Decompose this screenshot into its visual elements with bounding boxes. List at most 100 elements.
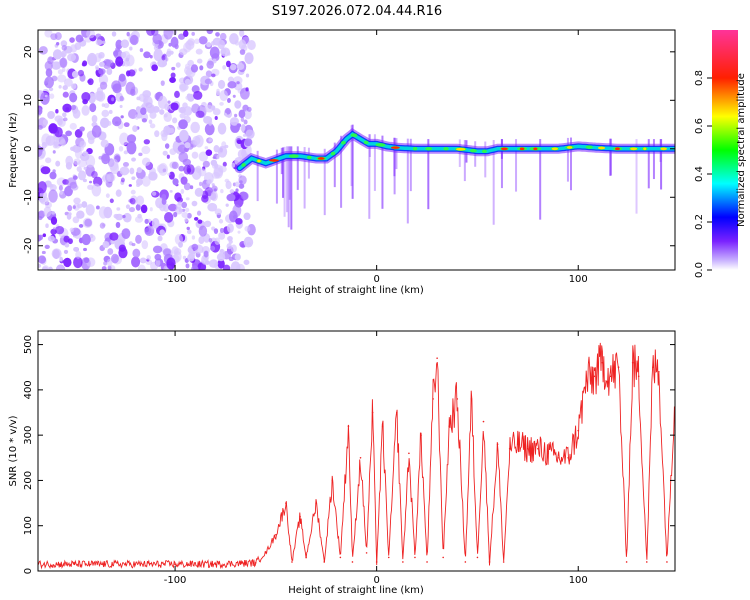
x-tick-label: 100 xyxy=(569,575,588,586)
noise-speckle xyxy=(38,145,43,157)
noise-speckle xyxy=(170,72,176,79)
noise-speckle xyxy=(186,226,190,231)
noise-speckle xyxy=(141,145,151,155)
snr-point xyxy=(585,380,588,382)
noise-speckle xyxy=(149,207,153,212)
noise-speckle xyxy=(193,216,199,221)
noise-speckle xyxy=(182,102,188,109)
snr-point xyxy=(371,411,374,414)
noise-speckle xyxy=(192,135,201,146)
noise-speckle xyxy=(212,58,217,64)
noise-speckle xyxy=(119,95,124,102)
noise-speckle xyxy=(141,157,151,167)
y-tick-label: 0 xyxy=(23,146,34,152)
noise-speckle xyxy=(208,120,213,126)
noise-speckle xyxy=(216,88,220,93)
snr-point xyxy=(315,502,317,504)
noise-speckle xyxy=(162,150,168,156)
noise-speckle xyxy=(111,31,117,37)
noise-speckle xyxy=(213,228,219,234)
snr-point xyxy=(285,502,287,504)
snr-point xyxy=(502,561,505,563)
noise-speckle xyxy=(126,141,137,155)
snr-point xyxy=(609,375,612,378)
noise-speckle xyxy=(243,259,250,265)
noise-speckle xyxy=(101,266,107,270)
noise-speckle xyxy=(120,39,130,49)
noise-speckle xyxy=(82,217,93,229)
noise-speckle xyxy=(206,60,214,69)
noise-speckle xyxy=(71,104,77,111)
spectral-streak xyxy=(373,134,376,191)
noise-speckle xyxy=(45,157,52,164)
noise-speckle xyxy=(173,211,178,218)
noise-speckle xyxy=(203,250,209,258)
noise-speckle xyxy=(241,124,246,127)
noise-speckle xyxy=(179,81,187,93)
noise-speckle xyxy=(74,129,83,138)
noise-speckle xyxy=(91,115,98,123)
noise-speckle xyxy=(205,149,213,156)
noise-speckle xyxy=(47,110,55,120)
snr-point xyxy=(476,556,479,559)
noise-speckle xyxy=(89,103,97,113)
noise-speckle xyxy=(232,204,242,217)
y-tick-label: 400 xyxy=(23,380,34,399)
noise-speckle xyxy=(49,184,54,188)
noise-speckle xyxy=(214,116,218,121)
noise-speckle xyxy=(69,227,74,233)
ridge-hotspot xyxy=(500,147,508,151)
y-tick-label: 200 xyxy=(23,471,34,490)
noise-speckle xyxy=(241,192,249,201)
spectral-streak xyxy=(393,137,396,195)
noise-speckle xyxy=(59,57,68,69)
ridge-hotspot xyxy=(257,159,261,163)
ridge-blob xyxy=(481,149,487,154)
noise-speckle xyxy=(167,100,171,104)
noise-speckle xyxy=(40,92,50,105)
noise-speckle xyxy=(89,180,93,184)
noise-speckle xyxy=(116,44,121,49)
ridge-hotspot xyxy=(630,147,638,151)
colorbar-gradient xyxy=(712,30,738,270)
snr-ylabel: SNR (10 * v/v) xyxy=(8,415,19,486)
noise-speckle xyxy=(163,112,172,123)
spectral-streak xyxy=(406,138,409,224)
x-tick-label: -100 xyxy=(164,274,187,285)
noise-speckle xyxy=(65,130,72,137)
noise-speckle xyxy=(128,69,136,77)
noise-speckle xyxy=(131,157,136,162)
noise-speckle xyxy=(87,78,94,86)
noise-speckle xyxy=(59,256,63,262)
noise-speckle xyxy=(168,42,172,47)
noise-speckle xyxy=(181,211,189,219)
noise-speckle xyxy=(227,97,231,103)
noise-speckle xyxy=(85,154,96,168)
snr-point xyxy=(496,443,499,446)
noise-speckle xyxy=(170,102,179,111)
ridge-hotspot xyxy=(390,146,400,149)
noise-speckle xyxy=(179,129,189,142)
spectral-streak xyxy=(333,142,336,188)
noise-speckle xyxy=(52,227,57,231)
noise-speckle xyxy=(122,162,129,167)
noise-speckle xyxy=(107,248,114,255)
noise-speckle xyxy=(222,161,227,167)
noise-speckle xyxy=(56,74,67,83)
noise-speckle xyxy=(77,69,85,77)
colorbar-tick-label: 0.8 xyxy=(694,70,705,86)
noise-speckle xyxy=(58,85,62,89)
spectral-streak xyxy=(484,141,487,178)
noise-speckle xyxy=(178,151,189,163)
noise-speckle xyxy=(238,109,246,119)
noise-speckle xyxy=(38,107,43,115)
snr-point xyxy=(442,556,444,559)
noise-speckle xyxy=(131,176,136,180)
noise-speckle xyxy=(64,243,70,248)
noise-speckle xyxy=(50,33,58,41)
noise-speckle xyxy=(47,235,56,242)
noise-speckle xyxy=(91,170,98,179)
noise-speckle xyxy=(148,171,158,181)
spectral-streak xyxy=(660,139,663,190)
noise-speckle xyxy=(187,93,195,102)
